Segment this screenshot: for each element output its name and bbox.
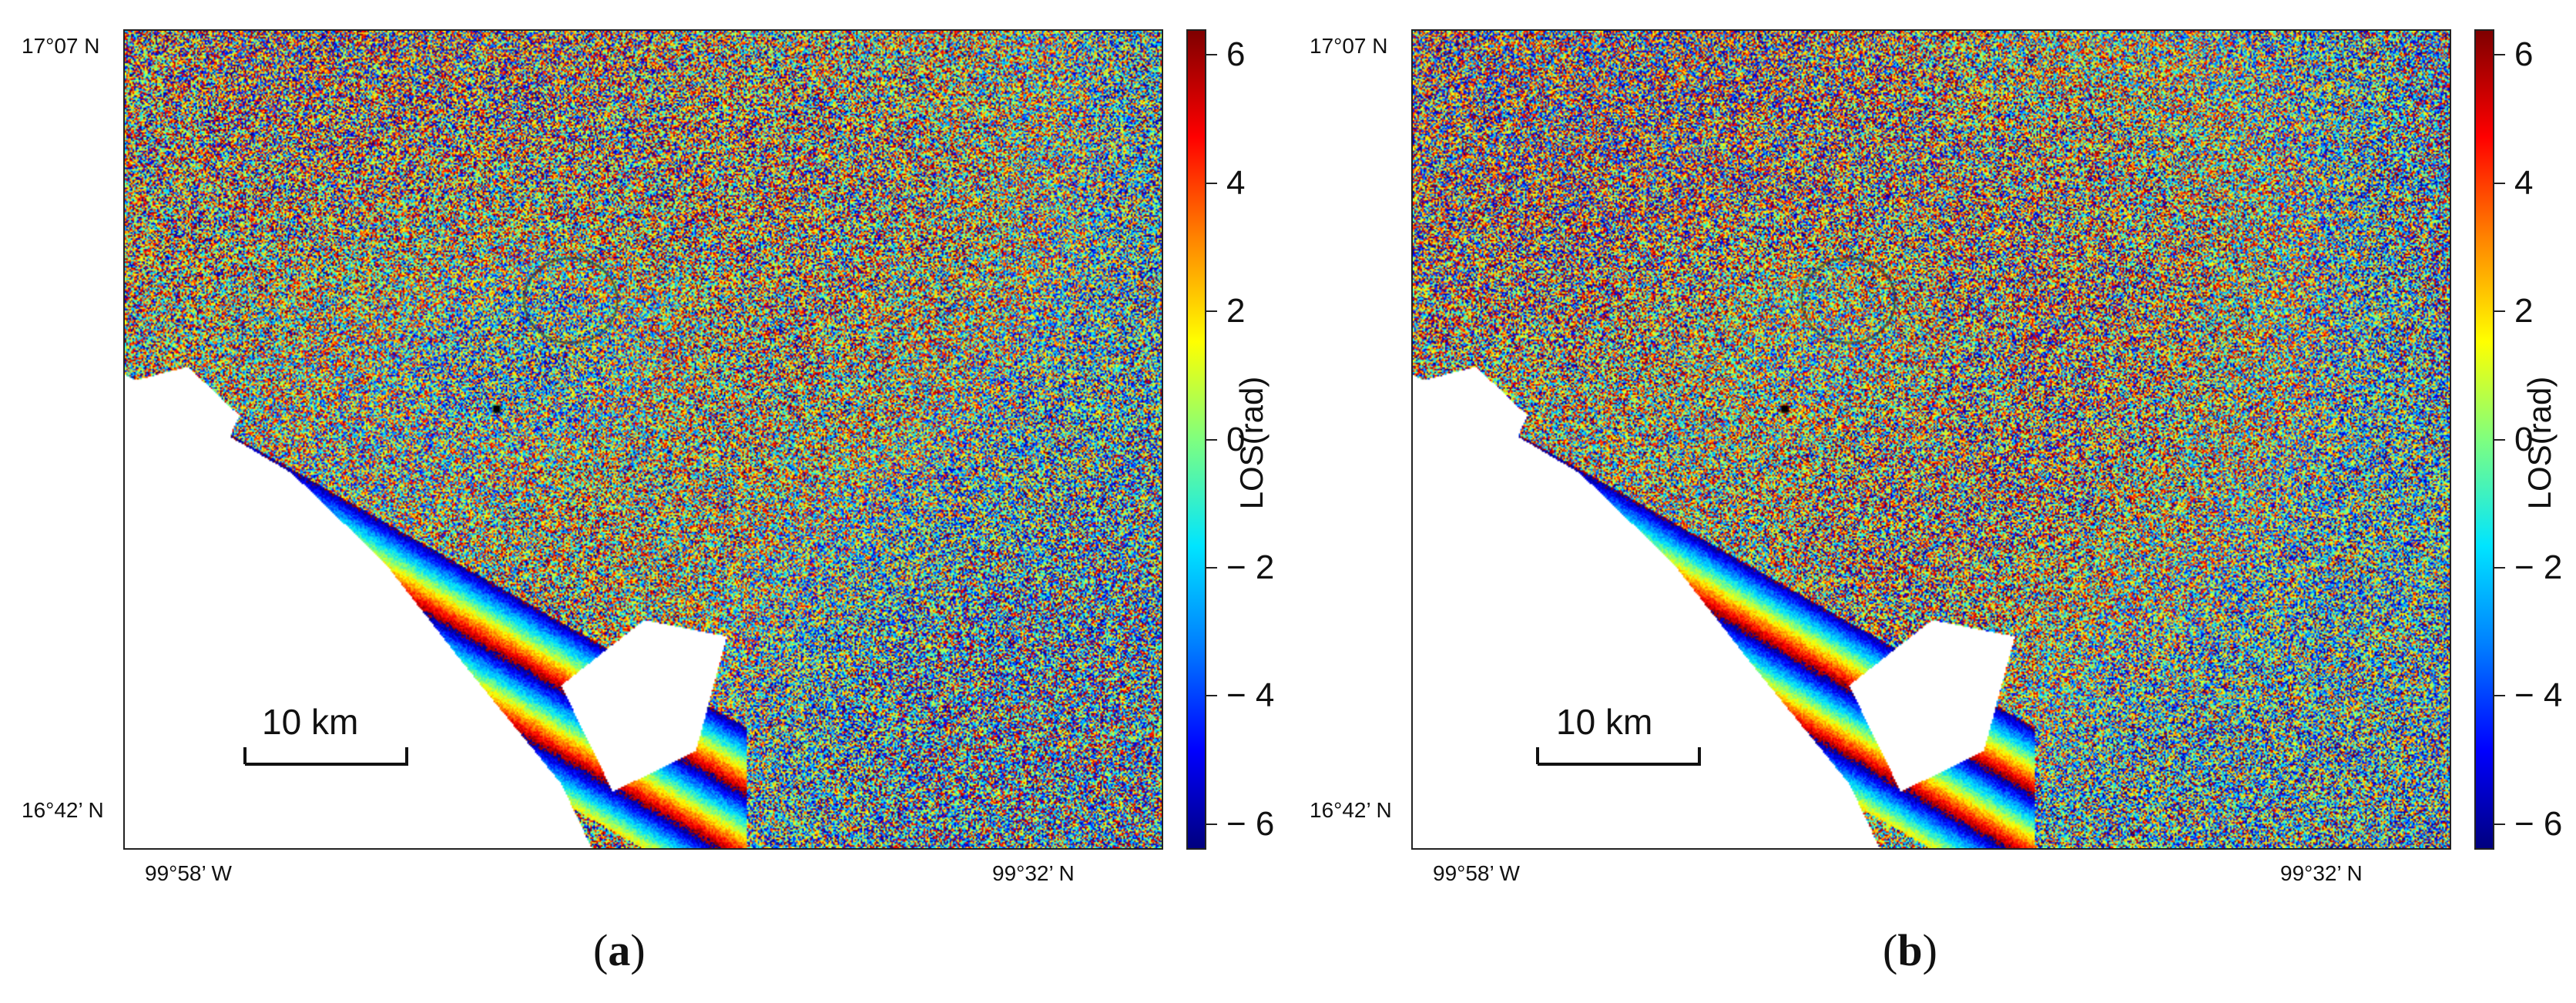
colorbar-tick [1206, 54, 1217, 56]
colorbar-tick-label: 4 [1226, 163, 1246, 202]
colorbar-tick [1206, 566, 1217, 569]
panel-a: 17°07 N 16°42’ N 99°58’ W 99°32’ N LOS(r… [22, 29, 1275, 975]
colorbar-tick [2494, 438, 2505, 441]
longitude-left-label: 99°58’ W [145, 861, 232, 885]
longitude-left-label: 99°58’ W [1433, 861, 1520, 885]
colorbar-tick-label: 6 [1226, 35, 1246, 74]
colorbar-tick [1206, 310, 1217, 313]
colorbar-tick-label: − 2 [2514, 548, 2563, 586]
colorbar-tick-label: − 4 [1226, 676, 1275, 715]
colorbar [1186, 29, 1206, 850]
latitude-top-label: 17°07 N [1310, 34, 1388, 58]
interferogram-image-b [1413, 31, 2450, 848]
colorbar-tick-label: 6 [2514, 35, 2534, 74]
colorbar [2474, 29, 2494, 850]
scalebar-label: 10 km [262, 702, 359, 742]
scalebar-label: 10 km [1556, 702, 1653, 742]
colorbar-tick-label: 0 [1226, 420, 1246, 458]
colorbar-tick [2494, 310, 2505, 313]
latitude-bottom-label: 16°42’ N [1310, 798, 1392, 822]
colorbar-tick [2494, 54, 2505, 56]
scalebar-line [1538, 763, 1701, 766]
longitude-right-label: 99°32’ N [2280, 861, 2363, 885]
scalebar-cap-right [1698, 747, 1701, 764]
longitude-right-label: 99°32’ N [992, 861, 1075, 885]
interferogram-map-a [123, 29, 1163, 850]
colorbar-tick [2494, 182, 2505, 184]
scalebar-cap-right [405, 747, 408, 764]
colorbar-tick-label: − 2 [1226, 548, 1275, 586]
colorbar-tick-label: 2 [1226, 292, 1246, 330]
colorbar-tick-label: − 6 [1226, 804, 1275, 843]
colorbar-tick-label: 2 [2514, 292, 2534, 330]
panel-label-b: (b) [1883, 925, 1937, 975]
colorbar-tick-label: − 4 [2514, 676, 2563, 715]
colorbar-tick-label: − 6 [2514, 804, 2563, 843]
latitude-top-label: 17°07 N [22, 34, 100, 58]
colorbar-tick [2494, 566, 2505, 569]
colorbar-tick [1206, 695, 1217, 697]
colorbar-tick-label: 0 [2514, 420, 2534, 458]
colorbar-tick-label: 4 [2514, 163, 2534, 202]
panel-label-a: (a) [593, 925, 646, 975]
scalebar-cap-left [243, 747, 247, 764]
colorbar-tick [1206, 182, 1217, 184]
colorbar-tick [2494, 823, 2505, 825]
latitude-bottom-label: 16°42’ N [22, 798, 104, 822]
colorbar-tick [2494, 695, 2505, 697]
colorbar-tick [1206, 438, 1217, 441]
colorbar-tick [1206, 823, 1217, 825]
panel-b: 17°07 N 16°42’ N 99°58’ W 99°32’ N LOS(r… [1288, 0, 2576, 1003]
scalebar-cap-left [1536, 747, 1539, 764]
interferogram-image-a [125, 31, 1162, 848]
interferogram-map-b [1411, 29, 2451, 850]
scalebar-line [245, 763, 408, 766]
